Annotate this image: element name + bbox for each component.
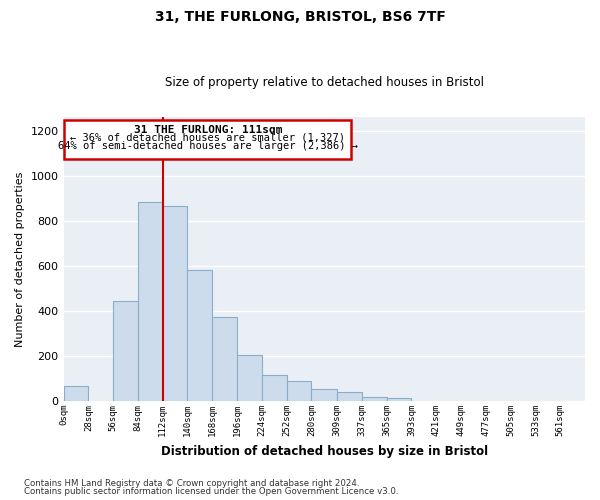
Bar bbox=[386, 398, 412, 401]
Bar bbox=[187, 270, 212, 401]
Bar bbox=[311, 388, 337, 401]
Text: 31, THE FURLONG, BRISTOL, BS6 7TF: 31, THE FURLONG, BRISTOL, BS6 7TF bbox=[155, 10, 445, 24]
Bar bbox=[64, 386, 88, 401]
Bar bbox=[337, 392, 362, 401]
Text: Contains public sector information licensed under the Open Government Licence v3: Contains public sector information licen… bbox=[24, 487, 398, 496]
Y-axis label: Number of detached properties: Number of detached properties bbox=[15, 172, 25, 347]
Text: 64% of semi-detached houses are larger (2,386) →: 64% of semi-detached houses are larger (… bbox=[58, 140, 358, 150]
Bar bbox=[113, 301, 138, 401]
Text: 31 THE FURLONG: 111sqm: 31 THE FURLONG: 111sqm bbox=[134, 125, 282, 135]
Bar bbox=[362, 397, 386, 401]
Bar bbox=[138, 202, 163, 401]
Bar bbox=[163, 206, 187, 401]
Title: Size of property relative to detached houses in Bristol: Size of property relative to detached ho… bbox=[165, 76, 484, 90]
X-axis label: Distribution of detached houses by size in Bristol: Distribution of detached houses by size … bbox=[161, 444, 488, 458]
Bar bbox=[287, 381, 311, 401]
Bar bbox=[237, 355, 262, 401]
Text: Contains HM Land Registry data © Crown copyright and database right 2024.: Contains HM Land Registry data © Crown c… bbox=[24, 478, 359, 488]
Bar bbox=[262, 375, 287, 401]
Text: ← 36% of detached houses are smaller (1,327): ← 36% of detached houses are smaller (1,… bbox=[70, 133, 346, 143]
Bar bbox=[212, 316, 237, 401]
FancyBboxPatch shape bbox=[64, 120, 351, 159]
